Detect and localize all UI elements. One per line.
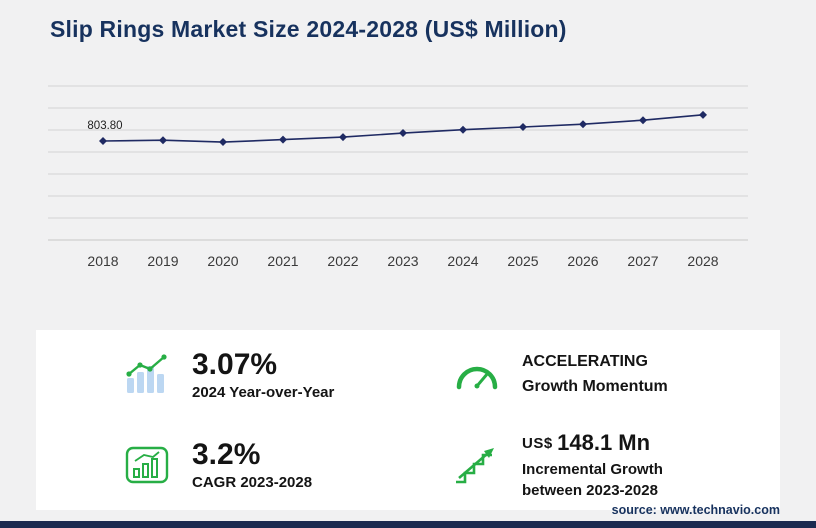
x-axis-label: 2022 bbox=[327, 253, 358, 269]
yoy-label: 2024 Year-over-Year bbox=[192, 383, 335, 401]
data-point-marker bbox=[99, 136, 107, 145]
stat-cagr: 3.2% CAGR 2023-2028 bbox=[36, 420, 408, 510]
cagr-chart-icon bbox=[120, 444, 174, 486]
data-point-marker bbox=[159, 136, 167, 145]
data-point-marker bbox=[279, 135, 287, 144]
x-axis-label: 2026 bbox=[567, 253, 598, 269]
x-axis-label: 2021 bbox=[267, 253, 298, 269]
page-title: Slip Rings Market Size 2024-2028 (US$ Mi… bbox=[50, 16, 567, 42]
stats-panel: 3.07% 2024 Year-over-Year ACCELERATING G… bbox=[36, 330, 780, 510]
data-point-marker bbox=[399, 129, 407, 138]
bar-growth-icon bbox=[120, 354, 174, 396]
stat-yoy: 3.07% 2024 Year-over-Year bbox=[36, 330, 408, 420]
x-axis-label: 2027 bbox=[627, 253, 658, 269]
x-axis-label: 2020 bbox=[207, 253, 238, 269]
data-point-marker bbox=[339, 133, 347, 142]
stat-incremental: US$ 148.1 Mn Incremental Growth between … bbox=[408, 420, 780, 510]
data-point-marker bbox=[519, 123, 527, 132]
incremental-value-row: US$ 148.1 Mn bbox=[522, 430, 663, 456]
incremental-value: 148.1 Mn bbox=[557, 429, 651, 455]
data-point-marker bbox=[699, 110, 707, 119]
incremental-label-line2: between 2023-2028 bbox=[522, 481, 658, 499]
yoy-value: 3.07% bbox=[192, 348, 278, 382]
x-axis-label: 2018 bbox=[87, 253, 118, 269]
incremental-label-line1: Incremental Growth bbox=[522, 460, 663, 478]
x-axis-label: 2025 bbox=[507, 253, 538, 269]
x-axis-label: 2024 bbox=[447, 253, 478, 269]
source-credit: source: www.technavio.com bbox=[611, 503, 780, 517]
cagr-value: 3.2% bbox=[192, 438, 261, 472]
data-point-marker bbox=[639, 116, 647, 125]
data-point-marker bbox=[459, 125, 467, 134]
momentum-line1: ACCELERATING bbox=[522, 353, 648, 371]
stat-momentum: ACCELERATING Growth Momentum bbox=[408, 330, 780, 420]
bottom-accent-bar bbox=[0, 521, 816, 528]
data-point-marker bbox=[579, 120, 587, 129]
cagr-label: CAGR 2023-2028 bbox=[192, 473, 313, 491]
market-size-line-chart: 803.80 2018 2019 2020 2021 2022 2023 2024 2025 20… bbox=[48, 85, 748, 269]
first-point-value-label: 803.80 bbox=[87, 120, 122, 132]
market-size-series-line bbox=[102, 114, 704, 143]
x-axis-label: 2023 bbox=[387, 253, 418, 269]
x-axis-label: 2019 bbox=[147, 253, 178, 269]
speedometer-icon bbox=[450, 359, 504, 391]
chart-area: 803.80 2018 2019 2020 2021 2022 2023 2024 2025 20… bbox=[48, 68, 748, 278]
incremental-growth-icon bbox=[450, 444, 504, 486]
momentum-line2: Growth Momentum bbox=[522, 378, 668, 395]
data-point-marker bbox=[219, 138, 227, 147]
incremental-currency: US$ bbox=[522, 434, 553, 452]
x-axis-label: 2028 bbox=[687, 253, 718, 269]
